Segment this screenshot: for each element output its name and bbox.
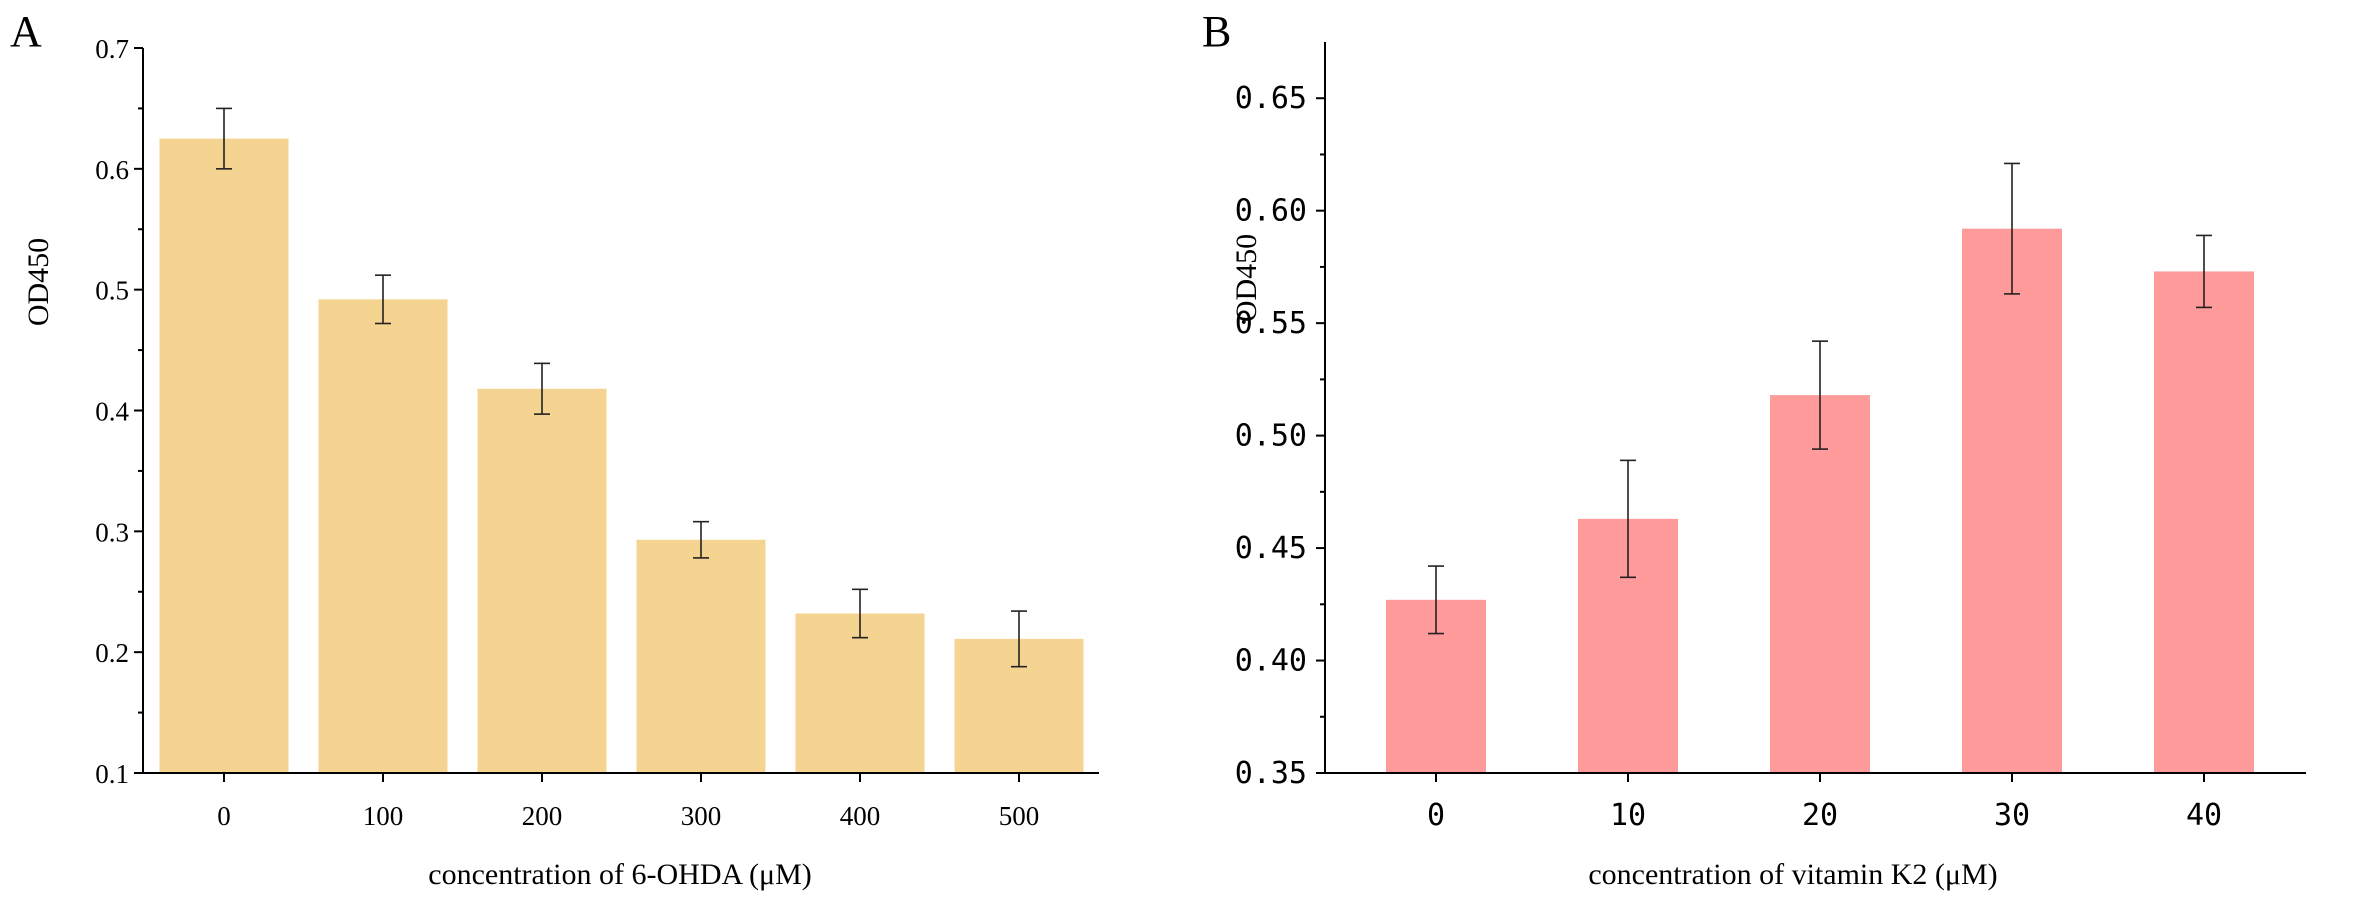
panel-b-x-axis-label: concentration of vitamin K2 (μM) — [1588, 858, 1997, 891]
bar — [1962, 228, 2062, 773]
x-tick-label: 300 — [681, 801, 722, 831]
error-bar — [852, 588, 868, 639]
bar — [477, 388, 607, 773]
bar — [318, 299, 448, 773]
bar — [2154, 271, 2254, 773]
panel-b-y-axis-label: OD450 — [1230, 234, 1263, 322]
error-bar — [693, 520, 709, 559]
error-bar — [2196, 234, 2212, 309]
x-tick-label: 40 — [2186, 798, 2222, 833]
x-tick-label: 30 — [1994, 798, 2030, 833]
bar — [795, 613, 925, 773]
panel-a-error-bars — [216, 107, 1027, 668]
y-tick-label: 0.2 — [95, 638, 129, 668]
error-bar — [2004, 162, 2020, 295]
y-tick-label: 0.7 — [95, 34, 129, 64]
error-bar — [1620, 459, 1636, 579]
y-tick-label: 0.4 — [95, 397, 129, 427]
error-bar — [1812, 340, 1828, 450]
error-bar — [375, 274, 391, 325]
panel-b-x-ticks: 0 10 20 30 40 — [1427, 773, 2222, 833]
y-tick-label: 0.6 — [95, 155, 129, 185]
panel-b-chart: B 0.35 0.40 0.45 0.50 0.55 0.60 0.65 0 10 20 30 40… — [1202, 7, 2306, 891]
y-tick-label: 0.35 — [1235, 756, 1307, 791]
error-bar — [534, 362, 550, 415]
error-bar — [1011, 610, 1027, 668]
panel-a-chart: A 0.1 0.2 0.3 0.4 0.5 0.6 0.7 0 100 200 300 400 500… — [10, 7, 1099, 891]
x-tick-label: 400 — [840, 801, 881, 831]
y-tick-label: 0.45 — [1235, 531, 1307, 566]
bar — [159, 138, 289, 773]
panel-a-bars — [159, 138, 1084, 773]
panel-a-letter: A — [10, 7, 42, 56]
y-tick-label: 0.50 — [1235, 419, 1307, 454]
x-tick-label: 200 — [522, 801, 563, 831]
panel-b-letter: B — [1202, 7, 1231, 56]
bar — [636, 539, 766, 773]
x-tick-label: 0 — [1427, 798, 1445, 833]
error-bar — [1428, 565, 1444, 635]
x-tick-label: 100 — [363, 801, 404, 831]
y-tick-label: 0.65 — [1235, 81, 1307, 116]
panel-b-bars — [1386, 228, 2254, 773]
panel-a-x-ticks: 0 100 200 300 400 500 — [217, 773, 1039, 831]
panel-a-y-ticks: 0.1 0.2 0.3 0.4 0.5 0.6 0.7 — [95, 34, 143, 789]
y-tick-label: 0.40 — [1235, 644, 1307, 679]
panel-a-y-axis-label: OD450 — [22, 238, 55, 326]
panel-a-x-axis-label: concentration of 6-OHDA (μM) — [428, 858, 811, 891]
error-bar — [216, 107, 232, 170]
bar — [1770, 395, 1870, 773]
x-tick-label: 20 — [1802, 798, 1838, 833]
panel-b-error-bars — [1428, 162, 2212, 635]
panel-b-y-ticks: 0.35 0.40 0.45 0.50 0.55 0.60 0.65 — [1235, 81, 1325, 791]
x-tick-label: 500 — [999, 801, 1040, 831]
x-tick-label: 10 — [1610, 798, 1646, 833]
y-tick-label: 0.1 — [95, 759, 129, 789]
x-tick-label: 0 — [217, 801, 231, 831]
y-tick-label: 0.55 — [1235, 306, 1307, 341]
y-tick-label: 0.5 — [95, 276, 129, 306]
y-tick-label: 0.60 — [1235, 194, 1307, 229]
y-tick-label: 0.3 — [95, 517, 129, 547]
